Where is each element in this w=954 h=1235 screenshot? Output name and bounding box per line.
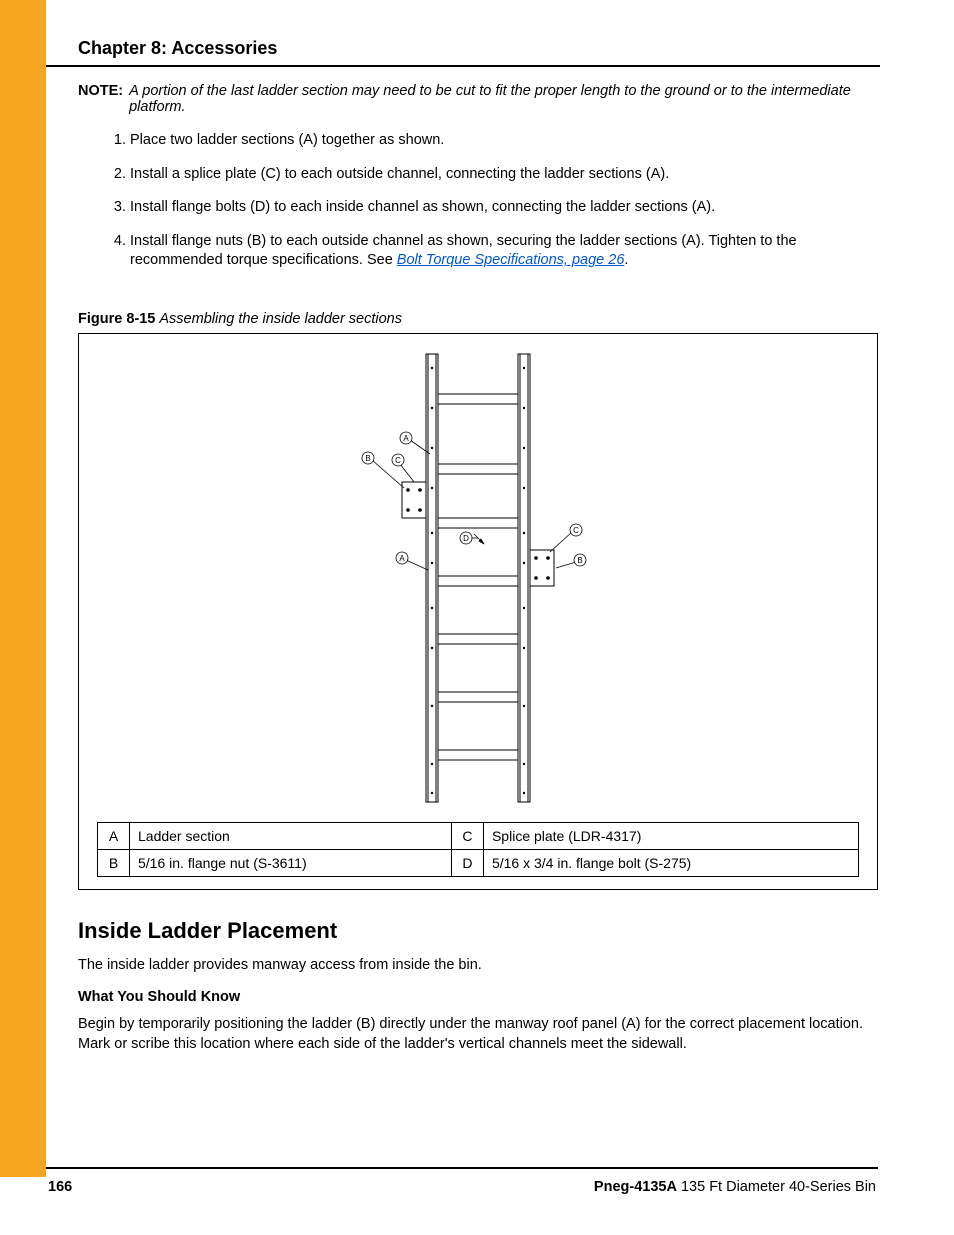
page-number: 166 <box>48 1179 72 1195</box>
legend-desc: 5/16 in. flange nut (S-3611) <box>130 849 452 876</box>
note-block: NOTE: A portion of the last ladder secti… <box>78 83 878 115</box>
step-text: . <box>624 252 628 268</box>
callout-d: D <box>463 534 469 543</box>
figure-box: A B C A D <box>78 333 878 890</box>
step-item: Install flange nuts (B) to each outside … <box>130 232 878 271</box>
chapter-title: Chapter 8: Accessories <box>78 38 878 59</box>
section-body: Begin by temporarily positioning the lad… <box>78 1015 878 1054</box>
step-item: Install a splice plate (C) to each outsi… <box>130 165 878 185</box>
callout-c: C <box>395 456 401 465</box>
callout-a: A <box>403 434 409 443</box>
step-item: Install flange bolts (D) to each inside … <box>130 198 878 218</box>
figure-label: Figure 8-15 <box>78 311 155 327</box>
callout-a2: A <box>399 554 405 563</box>
legend-table: A Ladder section C Splice plate (LDR-431… <box>97 822 859 877</box>
table-row: B 5/16 in. flange nut (S-3611) D 5/16 x … <box>98 849 859 876</box>
ladder-svg: A B C A D <box>348 348 608 808</box>
note-label: NOTE: <box>78 83 123 115</box>
accent-sidebar <box>0 0 46 1177</box>
legend-desc: 5/16 x 3/4 in. flange bolt (S-275) <box>483 849 858 876</box>
page-content: Chapter 8: Accessories NOTE: A portion o… <box>78 38 878 1069</box>
legend-key: C <box>451 822 483 849</box>
legend-key: B <box>98 849 130 876</box>
section-intro: The inside ladder provides manway access… <box>78 956 878 976</box>
top-rule <box>46 65 880 67</box>
section-subheading: What You Should Know <box>78 989 878 1005</box>
ladder-diagram: A B C A D <box>97 348 859 808</box>
legend-desc: Splice plate (LDR-4317) <box>483 822 858 849</box>
legend-key: D <box>451 849 483 876</box>
callout-b: B <box>365 454 370 463</box>
document-id: Pneg-4135A 135 Ft Diameter 40-Series Bin <box>594 1179 876 1195</box>
figure-title: Assembling the inside ladder sections <box>159 311 402 327</box>
table-row: A Ladder section C Splice plate (LDR-431… <box>98 822 859 849</box>
step-item: Place two ladder sections (A) together a… <box>130 131 878 151</box>
page-footer: 166 Pneg-4135A 135 Ft Diameter 40-Series… <box>46 1167 878 1195</box>
legend-key: A <box>98 822 130 849</box>
legend-desc: Ladder section <box>130 822 452 849</box>
callout-c2: C <box>573 526 579 535</box>
callout-b2: B <box>577 556 582 565</box>
torque-spec-link[interactable]: Bolt Torque Specifications, page 26 <box>397 252 625 268</box>
section-heading: Inside Ladder Placement <box>78 918 878 944</box>
note-text: A portion of the last ladder section may… <box>129 83 878 115</box>
figure-caption: Figure 8-15 Assembling the inside ladder… <box>78 311 878 327</box>
steps-list: Place two ladder sections (A) together a… <box>130 131 878 271</box>
bottom-rule <box>46 1167 878 1169</box>
